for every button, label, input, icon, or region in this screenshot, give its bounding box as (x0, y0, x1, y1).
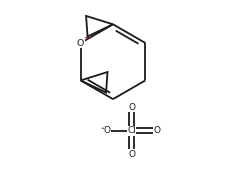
Text: +: + (83, 35, 89, 41)
Text: Cl: Cl (127, 126, 135, 135)
Text: O: O (128, 103, 135, 112)
Text: O: O (76, 39, 84, 47)
Text: O: O (104, 126, 110, 135)
Text: O: O (153, 126, 160, 135)
Text: •⁻: •⁻ (99, 126, 106, 131)
Text: O: O (128, 150, 135, 159)
